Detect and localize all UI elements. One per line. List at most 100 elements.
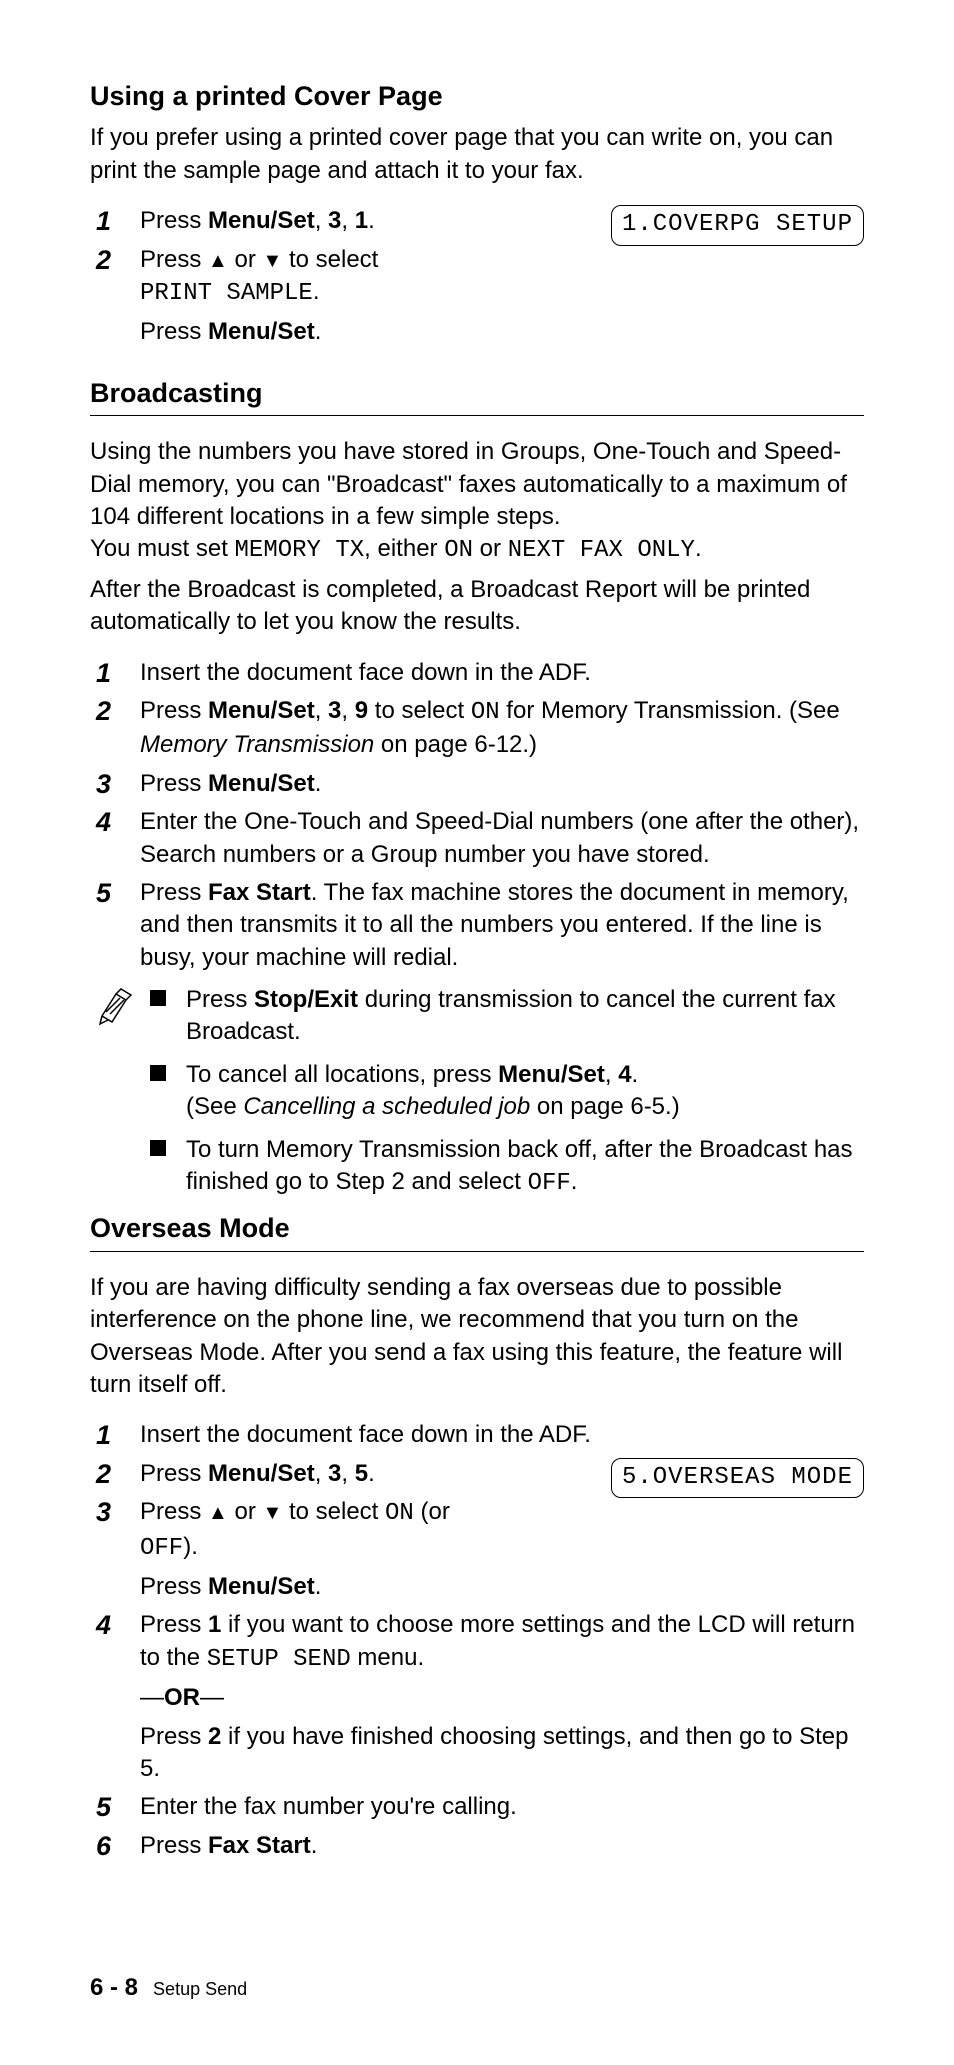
off: OFF (528, 1170, 571, 1197)
section1-intro: If you prefer using a printed cover page… (90, 122, 864, 187)
text: To turn Memory Transmission back off, af… (186, 1136, 853, 1195)
text: menu. (351, 1644, 424, 1671)
menu-set: Menu/Set (208, 1460, 315, 1487)
section2-steps: 1 Insert the document face down in the A… (90, 657, 864, 975)
text: . (315, 1573, 322, 1600)
text: to select (282, 246, 378, 273)
key-3: 3 (328, 207, 341, 234)
text: , either (364, 535, 444, 562)
text: Press (140, 770, 208, 797)
text: , (341, 697, 354, 724)
text: , (341, 207, 354, 234)
section3-step1: 1 Insert the document face down in the A… (90, 1419, 864, 1451)
section3-title: Overseas Mode (90, 1210, 864, 1251)
text: Press (140, 1611, 208, 1638)
key-3: 3 (328, 697, 341, 724)
text: , (315, 697, 328, 724)
key-5: 5 (355, 1460, 368, 1487)
step-number: 1 (96, 203, 111, 239)
text: . (315, 318, 322, 345)
menu-set: Menu/Set (208, 1573, 315, 1600)
menu-set: Menu/Set (498, 1061, 605, 1088)
step-number: 1 (96, 1417, 111, 1453)
step-number: 2 (96, 242, 111, 278)
section3-intro: If you are having difficulty sending a f… (90, 1272, 864, 1402)
chapter-name: Setup Send (153, 1979, 247, 1999)
text: on page 6-5.) (530, 1093, 679, 1120)
setup-send: SETUP SEND (207, 1646, 351, 1673)
text: (See (186, 1093, 243, 1120)
key-9: 9 (355, 697, 368, 724)
text: Insert the document face down in the ADF… (140, 1419, 864, 1451)
text: You must set (90, 535, 235, 562)
note-item: To cancel all locations, press Menu/Set,… (186, 1059, 864, 1124)
step-number: 3 (96, 1494, 111, 1530)
section1-steps: 1 Press Menu/Set, 3, 1. 2 Press ▲ or ▼ t… (90, 205, 864, 349)
key-1: 1 (208, 1611, 221, 1638)
section2-step3: 3 Press Menu/Set. (90, 768, 864, 800)
text: Press (140, 246, 208, 273)
step-number: 1 (96, 655, 111, 691)
section3-step2: 2 Press Menu/Set, 3, 5. 5.OVERSEAS MODE (90, 1458, 864, 1490)
up-arrow-icon: ▲ (208, 1500, 228, 1527)
section2-intro1: Using the numbers you have stored in Gro… (90, 436, 864, 533)
text: , (341, 1460, 354, 1487)
text: To cancel all locations, press (186, 1061, 498, 1088)
text: . (311, 1832, 318, 1859)
step-number: 4 (96, 1607, 111, 1643)
text: to select (368, 697, 471, 724)
up-arrow-icon: ▲ (208, 248, 228, 275)
fax-start: Fax Start (208, 1832, 311, 1859)
text: for Memory Transmission. (See (500, 697, 840, 724)
section1-step2: 2 Press ▲ or ▼ to select PRINT SAMPLE. P… (90, 244, 864, 349)
section2-step2: 2 Press Menu/Set, 3, 9 to select ON for … (90, 695, 864, 762)
section2-step1: 1 Insert the document face down in the A… (90, 657, 864, 689)
on: ON (444, 537, 473, 564)
fax-start: Fax Start (208, 879, 311, 906)
text: , (605, 1061, 618, 1088)
note-item: To turn Memory Transmission back off, af… (186, 1134, 864, 1201)
off: OFF (140, 1535, 183, 1562)
text: on page 6-12.) (374, 731, 537, 758)
cancelling-ref: Cancelling a scheduled job (243, 1093, 530, 1120)
key-3: 3 (328, 1460, 341, 1487)
text: Press (140, 879, 208, 906)
step-number: 3 (96, 766, 111, 802)
menu-set: Menu/Set (208, 770, 315, 797)
menu-set: Menu/Set (208, 207, 315, 234)
text: Press (140, 1573, 208, 1600)
text: if you have finished choosing settings, … (140, 1723, 848, 1782)
note-block: Press Stop/Exit during transmission to c… (90, 984, 864, 1200)
text: Press (140, 1460, 208, 1487)
text: Press (140, 1832, 208, 1859)
print-sample: PRINT SAMPLE (140, 280, 313, 307)
step-number: 4 (96, 804, 111, 840)
square-bullet-icon (150, 1065, 166, 1081)
memory-transmission-ref: Memory Transmission (140, 731, 374, 758)
key-1: 1 (355, 207, 368, 234)
step-number: 2 (96, 693, 111, 729)
text: . (368, 207, 375, 234)
note-icon (96, 984, 138, 1035)
step-number: 5 (96, 1789, 111, 1825)
menu-set: Menu/Set (208, 697, 315, 724)
or: OR (164, 1684, 200, 1711)
section3-step4: 4 Press 1 if you want to choose more set… (90, 1609, 864, 1785)
menu-set: Menu/Set (208, 318, 315, 345)
section1-step1: 1 Press Menu/Set, 3, 1. (90, 205, 864, 237)
text: . (315, 770, 322, 797)
text: — (140, 1684, 164, 1711)
section3-step3: 3 Press ▲ or ▼ to select ON (or OFF). Pr… (90, 1496, 864, 1603)
text: Enter the One-Touch and Speed-Dial numbe… (140, 806, 864, 871)
key-4: 4 (618, 1061, 631, 1088)
section2-title: Broadcasting (90, 375, 864, 416)
on: ON (385, 1500, 414, 1527)
step-number: 2 (96, 1456, 111, 1492)
text: Press (140, 1498, 208, 1525)
text: Press (140, 207, 208, 234)
text: , (315, 1460, 328, 1487)
text: Press (140, 1723, 208, 1750)
text: Press (186, 986, 254, 1013)
text: . (368, 1460, 375, 1487)
section2-step4: 4 Enter the One-Touch and Speed-Dial num… (90, 806, 864, 871)
